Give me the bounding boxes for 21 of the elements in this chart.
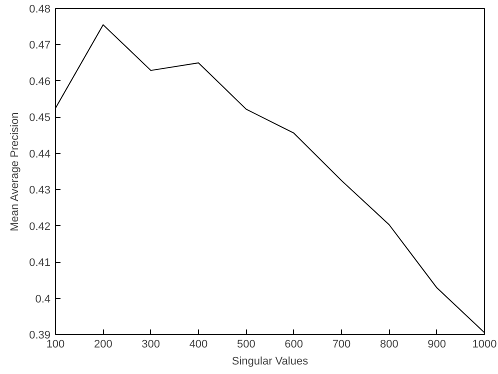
x-tick-label: 500 (236, 338, 256, 350)
x-tick-label: 100 (46, 338, 65, 350)
y-tick-label: 0.42 (29, 220, 51, 233)
x-tick-label: 600 (284, 338, 304, 350)
x-tick-label: 200 (94, 338, 112, 350)
x-tick-label: 300 (142, 338, 160, 350)
y-tick-label: 0.43 (29, 184, 51, 197)
x-tick-label: 1000 (472, 338, 497, 350)
y-tick-label: 0.4 (35, 293, 51, 306)
y-axis-title: Mean Average Precision (9, 112, 22, 232)
y-tick-label: 0.46 (29, 76, 51, 88)
x-tick-label: 800 (380, 338, 398, 350)
x-tick-label: 400 (189, 338, 208, 350)
y-tick-label: 0.47 (29, 40, 51, 52)
y-tick-label: 0.41 (29, 257, 51, 270)
y-tick-label: 0.44 (29, 148, 51, 160)
x-tick-label: 900 (428, 338, 446, 350)
y-tick-label: 0.48 (29, 4, 51, 16)
x-tick-label: 700 (332, 338, 351, 350)
y-tick-label: 0.45 (29, 112, 51, 124)
x-axis-title: Singular Values (232, 356, 309, 368)
